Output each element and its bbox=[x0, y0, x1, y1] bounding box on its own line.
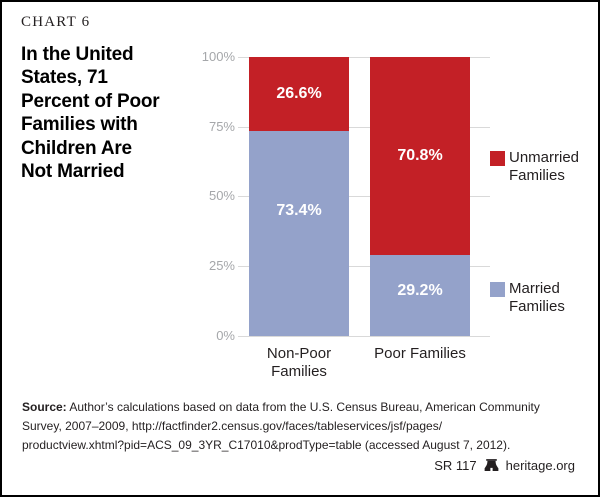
heritage-bell-icon bbox=[484, 458, 499, 473]
y-axis-tick: 100% bbox=[201, 49, 235, 64]
title-line: Percent of Poor bbox=[21, 90, 160, 112]
segment-unmarried-poor: 70.8% bbox=[370, 57, 470, 255]
legend-item-married: Married Families bbox=[490, 280, 590, 315]
legend-swatch-married bbox=[490, 282, 505, 297]
title-line: Families with bbox=[21, 114, 138, 136]
bar-poor-families: 70.8% 29.2% bbox=[370, 57, 470, 336]
source-line: Survey, 2007–2009, http://factfinder2.ce… bbox=[22, 419, 443, 433]
chart-title: In the United States, 71 Percent of Poor… bbox=[21, 43, 211, 183]
value-label: 73.4% bbox=[276, 202, 322, 220]
segment-unmarried-non-poor: 26.6% bbox=[249, 57, 349, 132]
segment-married-non-poor: 73.4% bbox=[249, 131, 349, 336]
y-axis-tick: 75% bbox=[208, 119, 235, 134]
legend-swatch-unmarried bbox=[490, 151, 505, 166]
website: heritage.org bbox=[505, 458, 575, 473]
title-line: In the United bbox=[21, 44, 134, 65]
report-id: SR 117 bbox=[434, 458, 477, 473]
value-label: 29.2% bbox=[397, 281, 443, 299]
x-axis-label-non-poor: Non-Poor Families bbox=[266, 345, 332, 380]
legend-label: Married Families bbox=[509, 280, 565, 315]
bar-non-poor-families: 26.6% 73.4% bbox=[249, 57, 349, 336]
gridline-100 bbox=[238, 57, 490, 58]
source-label: Source: bbox=[22, 400, 67, 414]
source-line: productview.xhtml?pid=ACS_09_3YR_C17010&… bbox=[22, 438, 511, 452]
title-line: Children Are bbox=[21, 137, 132, 159]
value-label: 26.6% bbox=[276, 85, 322, 103]
source-line: Source: Author’s calculations based on d… bbox=[22, 400, 540, 414]
title-line: States, 71 bbox=[21, 67, 108, 89]
legend-label: Unmarried Families bbox=[509, 149, 580, 184]
segment-married-poor: 29.2% bbox=[370, 254, 470, 336]
value-label: 70.8% bbox=[397, 146, 443, 164]
gridline-50 bbox=[238, 196, 490, 197]
title-line: Not Married bbox=[21, 161, 125, 183]
credit-line: SR 117 heritage.org bbox=[434, 458, 575, 473]
y-axis-tick: 50% bbox=[208, 188, 235, 203]
chart-number-label: CHART 6 bbox=[21, 14, 91, 30]
x-axis-label-poor: Poor Families bbox=[374, 345, 466, 362]
source-note: Source: Author’s calculations based on d… bbox=[22, 398, 582, 455]
legend-item-unmarried: Unmarried Families bbox=[490, 149, 590, 184]
y-axis-tick: 25% bbox=[208, 258, 235, 273]
gridline-0 bbox=[238, 336, 490, 337]
gridline-75 bbox=[238, 127, 490, 128]
gridline-25 bbox=[238, 266, 490, 267]
y-axis-tick: 0% bbox=[216, 328, 235, 343]
